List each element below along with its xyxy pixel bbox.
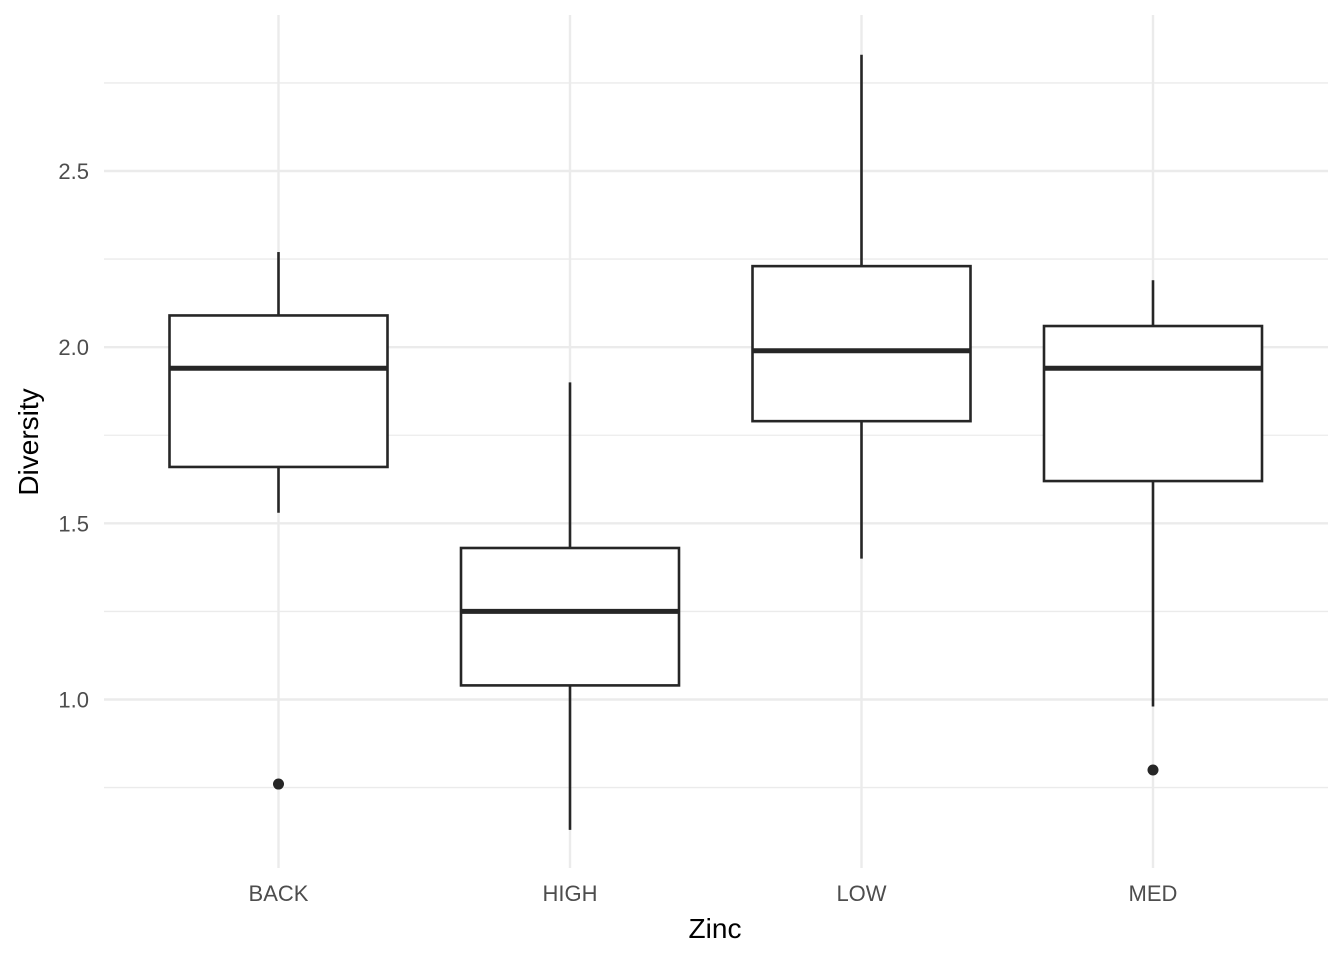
y-axis-title: Diversity (13, 388, 44, 495)
box-layer (168, 54, 1264, 830)
tick-layer: 1.0 1.5 2.0 2.5 BACK HIGH LOW MED (58, 159, 1177, 906)
x-tick-label: MED (1129, 881, 1178, 906)
box-high (459, 382, 681, 830)
iqr-box (459, 546, 681, 687)
box-low (751, 54, 972, 559)
x-tick-label: BACK (249, 881, 309, 906)
box-back (168, 252, 389, 790)
y-tick-label: 2.0 (58, 335, 89, 360)
y-tick-label: 1.0 (58, 688, 89, 713)
iqr-box (751, 264, 972, 423)
iqr-box (1042, 324, 1264, 483)
x-tick-label: LOW (836, 881, 886, 906)
outlier-point (1147, 764, 1159, 776)
box-med (1042, 280, 1264, 776)
iqr-box (168, 314, 389, 469)
y-tick-label: 2.5 (58, 159, 89, 184)
x-tick-label: HIGH (543, 881, 598, 906)
x-axis-title: Zinc (689, 913, 742, 944)
y-tick-label: 1.5 (58, 511, 89, 536)
outlier-point (273, 778, 284, 790)
